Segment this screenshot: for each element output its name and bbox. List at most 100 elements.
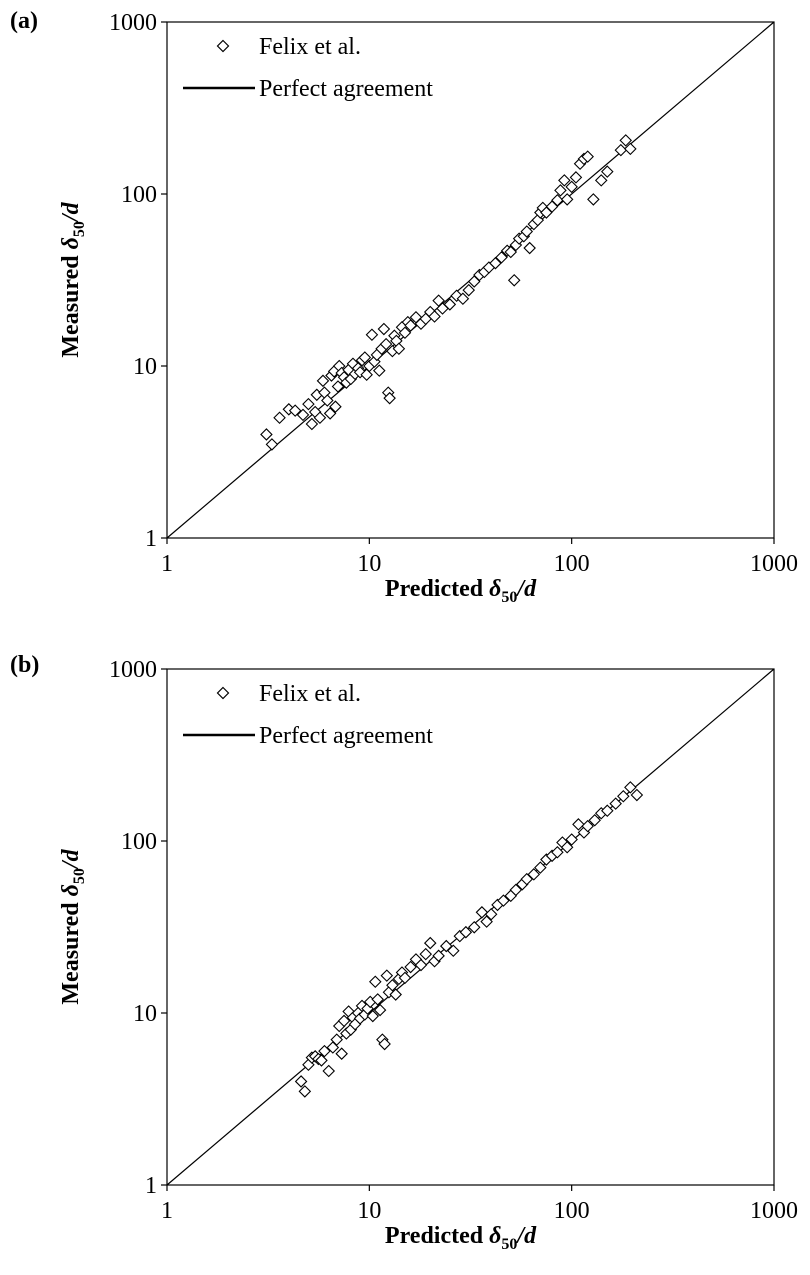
- legend-marker-diamond: [216, 39, 230, 53]
- data-point: [630, 788, 644, 802]
- data-point: [377, 322, 391, 336]
- data-point: [462, 283, 476, 297]
- data-point: [601, 804, 614, 817]
- data-point: [456, 292, 470, 306]
- data-point: [371, 993, 384, 1006]
- data-point: [560, 193, 574, 206]
- x-tick-label: 1000: [750, 1198, 798, 1224]
- data-point: [322, 1064, 336, 1078]
- data-point: [467, 921, 481, 934]
- x-tick-label: 100: [554, 551, 590, 577]
- y-axis-title: Measured δ50/d: [58, 201, 88, 357]
- data-point: [330, 1033, 344, 1046]
- data-point: [569, 171, 583, 184]
- data-point: [497, 894, 510, 907]
- y-tick-label: 100: [121, 182, 157, 208]
- data-point: [601, 165, 614, 178]
- data-point: [551, 845, 564, 859]
- x-tick-label: 1: [161, 1198, 173, 1224]
- data-point: [509, 883, 523, 897]
- data-point: [265, 438, 279, 451]
- data-point: [527, 868, 541, 881]
- data-point: [617, 789, 630, 803]
- y-tick-label: 1: [145, 526, 157, 552]
- x-tick-label: 10: [357, 551, 381, 577]
- data-point: [365, 328, 379, 342]
- legend-label-data: Felix et al.: [259, 34, 361, 60]
- data-point: [554, 184, 567, 197]
- data-point: [358, 351, 372, 364]
- data-point: [534, 861, 547, 874]
- data-point: [619, 134, 633, 147]
- data-point: [323, 407, 337, 420]
- plot-frame: [166, 668, 775, 1186]
- data-point: [331, 380, 345, 393]
- legend-label-line: Perfect agreement: [259, 76, 433, 102]
- data-point: [419, 947, 433, 961]
- data-point: [316, 374, 330, 388]
- data-point: [305, 417, 319, 431]
- data-point: [551, 193, 564, 207]
- data-point: [489, 256, 502, 270]
- data-point: [315, 1054, 328, 1067]
- data-point: [520, 225, 534, 238]
- data-point: [450, 289, 463, 303]
- data-point: [459, 925, 473, 939]
- data-point: [565, 180, 578, 194]
- plot-frame: [166, 21, 775, 539]
- data-point: [558, 174, 571, 187]
- panel-label: (a): [10, 8, 38, 34]
- data-point: [296, 408, 310, 422]
- x-tick-label: 10: [357, 1198, 381, 1224]
- data-point: [392, 342, 406, 356]
- x-tick-label: 1000: [750, 551, 798, 577]
- data-point: [609, 797, 622, 810]
- x-tick-label: 100: [554, 1198, 590, 1224]
- data-point: [614, 143, 628, 157]
- data-point: [386, 978, 399, 992]
- data-point: [447, 944, 460, 958]
- data-point: [302, 397, 315, 411]
- data-point: [432, 949, 445, 963]
- data-point: [318, 1044, 331, 1058]
- x-axis-title: Predicted δ50/d: [385, 576, 537, 606]
- y-tick-label: 10: [133, 1001, 157, 1027]
- chart-panel-b: (b) 1 10 100 1000 1 10 100 1000 Predicted δ50/d Me…: [10, 652, 798, 1253]
- data-point: [560, 840, 574, 854]
- data-point: [531, 213, 545, 227]
- data-point: [379, 337, 393, 351]
- data-point: [273, 411, 286, 425]
- data-point: [373, 364, 386, 377]
- y-tick-label: 10: [133, 354, 157, 380]
- y-tick-label: 1: [145, 1173, 157, 1199]
- data-point: [378, 1037, 391, 1051]
- data-point: [443, 298, 457, 311]
- y-axis-title: Measured δ50/d: [58, 848, 88, 1004]
- data-point: [523, 241, 536, 255]
- data-point: [329, 400, 342, 413]
- data-point: [581, 819, 594, 833]
- data-point: [404, 319, 417, 332]
- data-point: [495, 251, 508, 264]
- data-point: [565, 833, 578, 846]
- data-point: [587, 193, 600, 206]
- data-point: [373, 1003, 387, 1017]
- data-point: [507, 274, 521, 287]
- data-point: [594, 174, 608, 187]
- data-point: [398, 326, 412, 340]
- data-point: [484, 907, 498, 921]
- data-point: [366, 1009, 380, 1023]
- data-point: [480, 915, 493, 928]
- x-tick-label: 1: [161, 551, 173, 577]
- data-point: [260, 428, 273, 441]
- data-point: [572, 818, 585, 831]
- data-point: [360, 368, 373, 381]
- y-tick-label: 1000: [109, 657, 157, 683]
- data-point: [389, 988, 402, 1001]
- data-point: [321, 394, 334, 407]
- data-point: [624, 781, 637, 794]
- data-point: [298, 1085, 312, 1098]
- legend-label-data: Felix et al.: [259, 681, 361, 707]
- data-point: [520, 872, 534, 886]
